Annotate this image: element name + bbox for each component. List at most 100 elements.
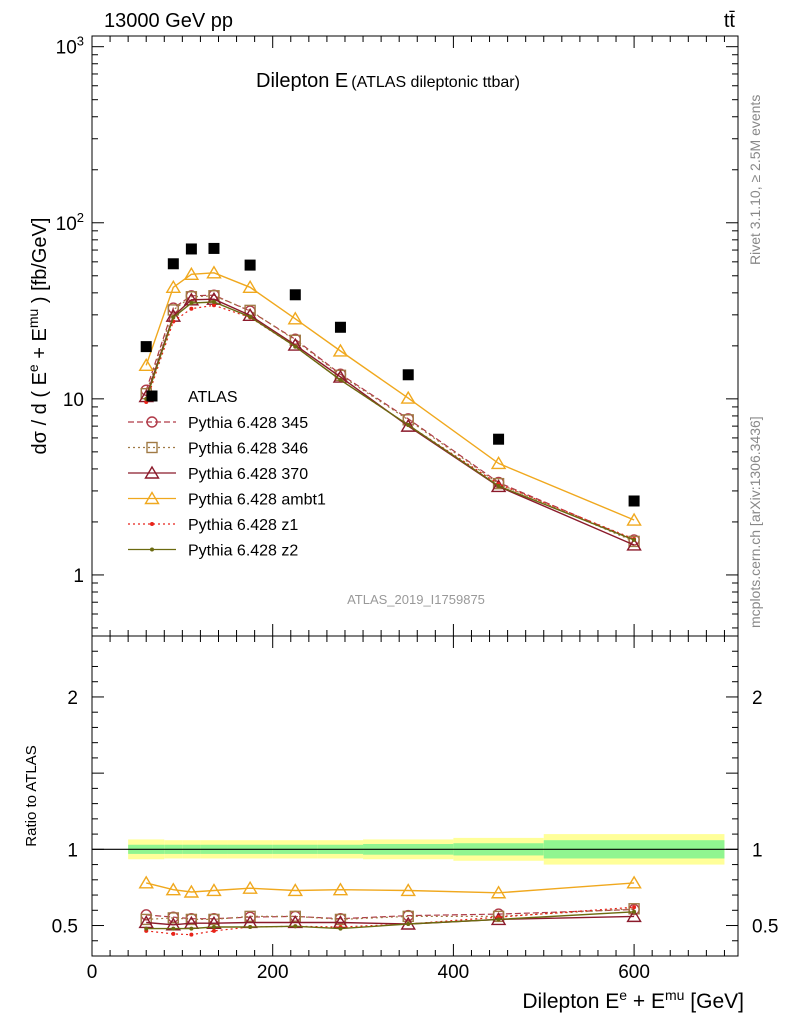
ratio-y-tick-label-right: 1 [752, 840, 763, 861]
main-y-axis-label: dσ / d ( Ee + Emu ) [fb/GeV] [25, 218, 51, 455]
main-point-p370 [400, 418, 416, 432]
main-y-tick-label: 103 [56, 34, 84, 59]
main-point-z2 [171, 315, 176, 320]
ratio-point-p346 [167, 912, 180, 924]
main-point-z2 [293, 344, 298, 349]
panel-title-main: Dilepton E [256, 70, 348, 92]
ratio-point-z1 [171, 931, 176, 936]
legend-label-z1: Pythia 6.428 z1 [188, 517, 298, 534]
main-point-z2 [338, 377, 343, 382]
legend-label-atlas: ATLAS [188, 389, 238, 406]
ratio-point-p346 [185, 913, 198, 926]
main-point-ambt1 [242, 279, 258, 294]
data-point-atlas [628, 495, 640, 507]
ratio-point-z1 [189, 932, 194, 937]
ratio-z2 [144, 909, 637, 931]
ratio-point-ambt1 [242, 880, 258, 894]
main-point-p346 [628, 535, 640, 548]
main-point-z2 [632, 537, 637, 542]
main-point-z2 [496, 483, 501, 488]
ratio-panel-series [138, 875, 642, 937]
ratio-point-ambt1 [206, 883, 222, 897]
legend-label-ambt1: Pythia 6.428 ambt1 [188, 492, 326, 509]
legend: ATLAS Pythia 6.428 345 Pythia 6.428 346 Pyt… [128, 389, 326, 560]
data-point-atlas [402, 369, 414, 381]
ratio-point-z2 [406, 922, 411, 926]
legend-marker-p346 [146, 441, 158, 454]
data-point-atlas [244, 259, 256, 271]
main-point-p346 [167, 304, 180, 316]
ratio-point-ambt1 [332, 882, 349, 896]
ratio-point-p346 [289, 910, 301, 923]
data-point-atlas [208, 242, 220, 254]
ratio-point-ambt1 [626, 875, 642, 889]
main-point-ambt1 [400, 390, 416, 404]
ratio-point-z1 [632, 905, 637, 910]
analysis-id: ATLAS_2019_I1759875 [347, 592, 485, 607]
panel-title-sub: (ATLAS dileptonic ttbar) [351, 74, 520, 91]
main-point-p370 [332, 369, 349, 383]
legend-label-p346: Pythia 6.428 346 [188, 441, 308, 458]
main-point-ambt1 [626, 512, 642, 526]
main-line-ambt1 [145, 272, 635, 521]
main-point-ambt1 [287, 311, 304, 325]
ratio-point-z2 [496, 917, 501, 922]
ratio-point-ambt1 [490, 885, 507, 899]
main-point-z1 [211, 303, 216, 308]
data-point-atlas [289, 289, 301, 301]
main-point-ambt1 [490, 456, 507, 470]
ratio-point-z2 [171, 926, 176, 931]
ratio-point-z2 [189, 926, 194, 931]
legend-marker-z1 [150, 522, 154, 526]
ratio-point-z2 [293, 924, 298, 929]
main-z2 [144, 299, 637, 542]
ratio-point-p346 [208, 913, 220, 926]
ratio-y-tick-label-right: 2 [752, 688, 763, 709]
main-panel-series [138, 242, 642, 551]
main-ambt1 [138, 265, 642, 526]
data-point-atlas [140, 341, 152, 353]
legend-marker-p345 [146, 416, 158, 428]
ratio-point-p346 [334, 913, 347, 926]
main-point-z2 [211, 299, 216, 304]
ratio-line-z1 [146, 906, 635, 936]
ratio-ambt1 [138, 875, 642, 899]
ratio-point-p346 [140, 913, 152, 926]
main-line-z1 [145, 304, 635, 540]
main-point-ambt1 [138, 357, 154, 372]
main-line-p345 [145, 294, 635, 541]
ratio-point-ambt1 [400, 883, 416, 897]
ratio-line-p346 [146, 908, 635, 921]
ratio-point-p346 [402, 910, 414, 923]
x-tick-label: 600 [618, 962, 650, 983]
axes: 1 10 102 103 0 200 400 600 0.5 0.5 1 1 2 2 [52, 34, 779, 983]
main-point-ambt1 [165, 279, 182, 294]
legend-marker-ambt1 [144, 491, 160, 505]
main-point-ambt1 [206, 265, 222, 279]
ratio-panel-frame [91, 635, 739, 957]
legend-marker-z2 [150, 547, 154, 552]
ratio-y-tick-label: 2 [67, 688, 78, 709]
ratio-y-axis-label: Ratio to ATLAS [23, 745, 40, 846]
main-point-z2 [406, 423, 411, 428]
main-y-tick-label: 10 [63, 390, 84, 411]
ratio-line-ambt1 [146, 882, 635, 894]
legend-label-p345: Pythia 6.428 345 [188, 415, 308, 432]
main-point-z2 [248, 314, 253, 319]
main-line-z2 [145, 301, 635, 541]
x-tick-label: 0 [87, 962, 98, 983]
main-point-p370 [626, 537, 642, 551]
ratio-point-z2 [338, 926, 343, 931]
data-point-atlas [334, 321, 346, 333]
ratio-point-z2 [211, 925, 216, 930]
ratio-y-tick-label: 0.5 [52, 917, 78, 938]
ratio-y-tick-label-right: 0.5 [752, 917, 778, 938]
process-label: tt̄ [724, 10, 736, 32]
legend-label-p370: Pythia 6.428 370 [188, 466, 308, 483]
rivet-version-text: Rivet 3.1.10, ≥ 2.5M events [747, 95, 763, 265]
x-axis-label: Dilepton Ee + Emu [GeV] [522, 987, 744, 1013]
x-tick-label: 200 [257, 962, 289, 983]
x-tick-label: 400 [438, 962, 470, 983]
legend-label-z2: Pythia 6.428 z2 [188, 543, 298, 560]
